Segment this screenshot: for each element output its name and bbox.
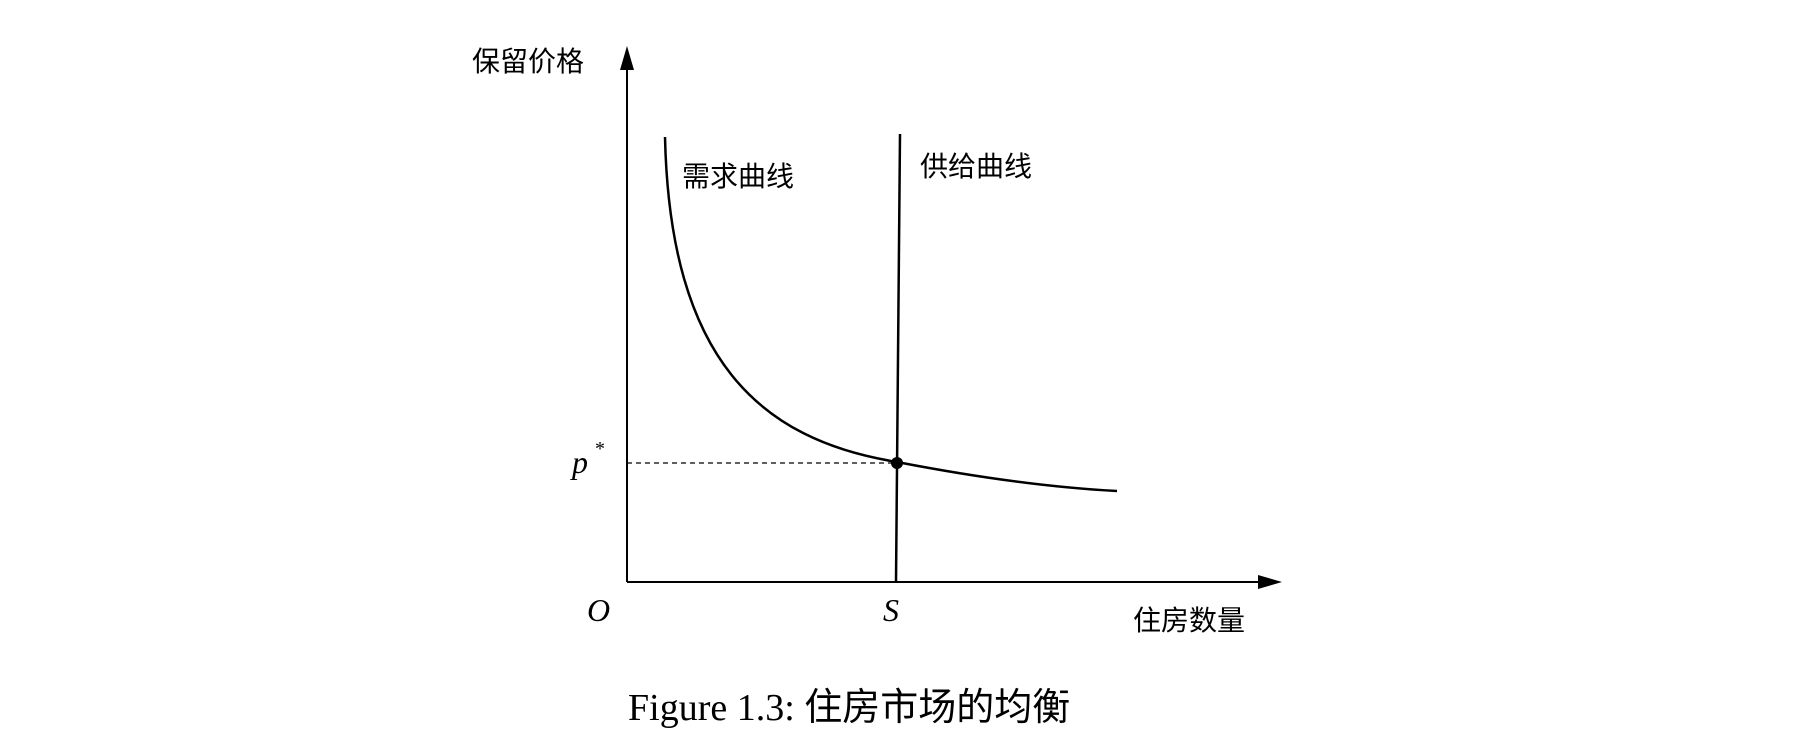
supply-curve (894, 133, 902, 583)
figure-caption: Figure 1.3: 住房市场的均衡 (628, 687, 1070, 729)
supply-quantity-tick-label: S (883, 592, 899, 628)
equilibrium-point (891, 457, 903, 469)
x-axis-arrowhead (1258, 575, 1282, 589)
demand-curve-label: 需求曲线 (682, 160, 794, 193)
demand-curve (663, 136, 1118, 493)
y-axis-label: 保留价格 (472, 45, 584, 78)
supply-curve-label: 供给曲线 (920, 150, 1032, 183)
x-axis-label: 住房数量 (1133, 604, 1245, 637)
y-axis-arrowhead (620, 46, 634, 70)
equilibrium-price-label: p (570, 444, 588, 480)
origin-label: O (587, 592, 610, 628)
equilibrium-price-superscript: * (595, 438, 605, 460)
